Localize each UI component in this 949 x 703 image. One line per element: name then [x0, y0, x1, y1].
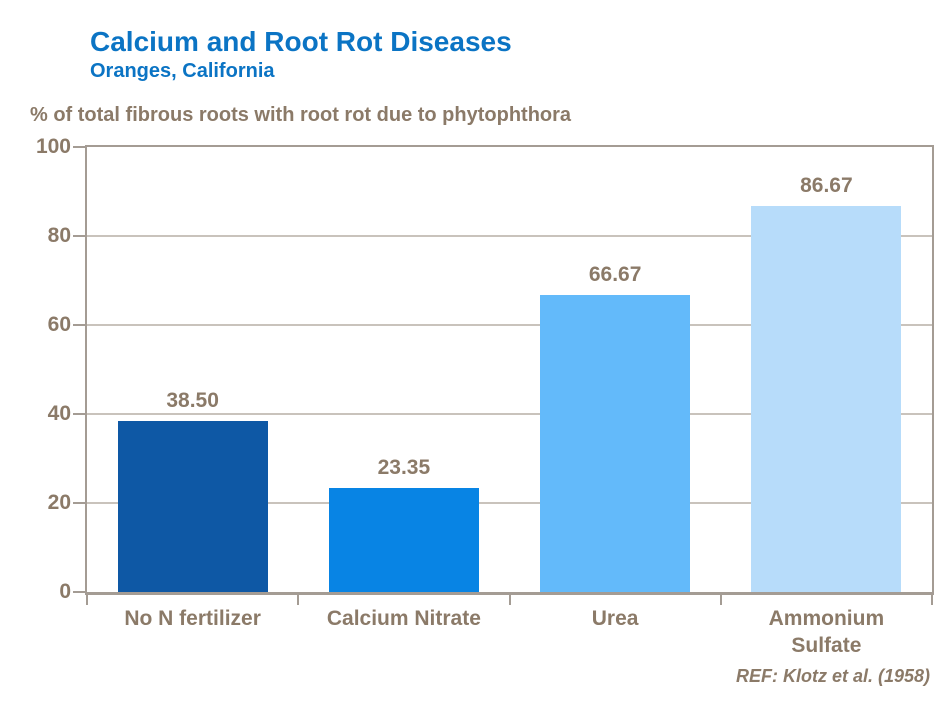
y-tick-label: 20 [47, 491, 71, 514]
x-axis-tick [931, 595, 933, 605]
chart-subtitle: Oranges, California [90, 60, 275, 82]
chart-title: Calcium and Root Rot Diseases [90, 26, 512, 57]
x-axis-tick [509, 595, 511, 605]
gridline [87, 324, 932, 326]
y-tick-label: 60 [47, 313, 71, 336]
x-axis-tick [297, 595, 299, 605]
y-axis-tick [73, 146, 85, 148]
y-axis-tick [73, 324, 85, 326]
reference-note: REF: Klotz et al. (1958) [735, 666, 930, 686]
gridline [87, 413, 932, 415]
x-axis-tick [86, 595, 88, 605]
bar-value-label: 23.35 [377, 456, 431, 480]
bar [117, 420, 268, 592]
x-category-label: Ammonium Sulfate [768, 607, 885, 658]
y-tick-label: 80 [47, 224, 71, 247]
x-category-label: No N fertilizer [124, 607, 261, 630]
gridline [87, 502, 932, 504]
bar-value-label: 38.50 [166, 388, 219, 412]
x-category-label: Calcium Nitrate [326, 607, 481, 630]
x-category-label: Urea [591, 607, 639, 630]
y-tick-label: 0 [59, 580, 71, 603]
y-axis-tick [73, 502, 85, 504]
y-axis-title: % of total fibrous roots with root rot d… [30, 104, 572, 126]
gridline [87, 235, 932, 237]
bar-value-label: 66.67 [588, 263, 642, 287]
y-axis-tick [73, 591, 85, 593]
y-axis-tick [73, 413, 85, 415]
x-axis-tick [720, 595, 722, 605]
y-axis-tick [73, 235, 85, 237]
bar [751, 206, 902, 592]
bar [540, 295, 691, 592]
plot-area: 0 20 40 60 80 100 38.50 No N fertilizer 23.35 Cal… [36, 135, 934, 657]
y-tick-label: 40 [47, 402, 71, 425]
y-tick-label: 100 [35, 135, 71, 158]
bar [328, 488, 479, 592]
bar-value-label: 86.67 [800, 174, 853, 198]
